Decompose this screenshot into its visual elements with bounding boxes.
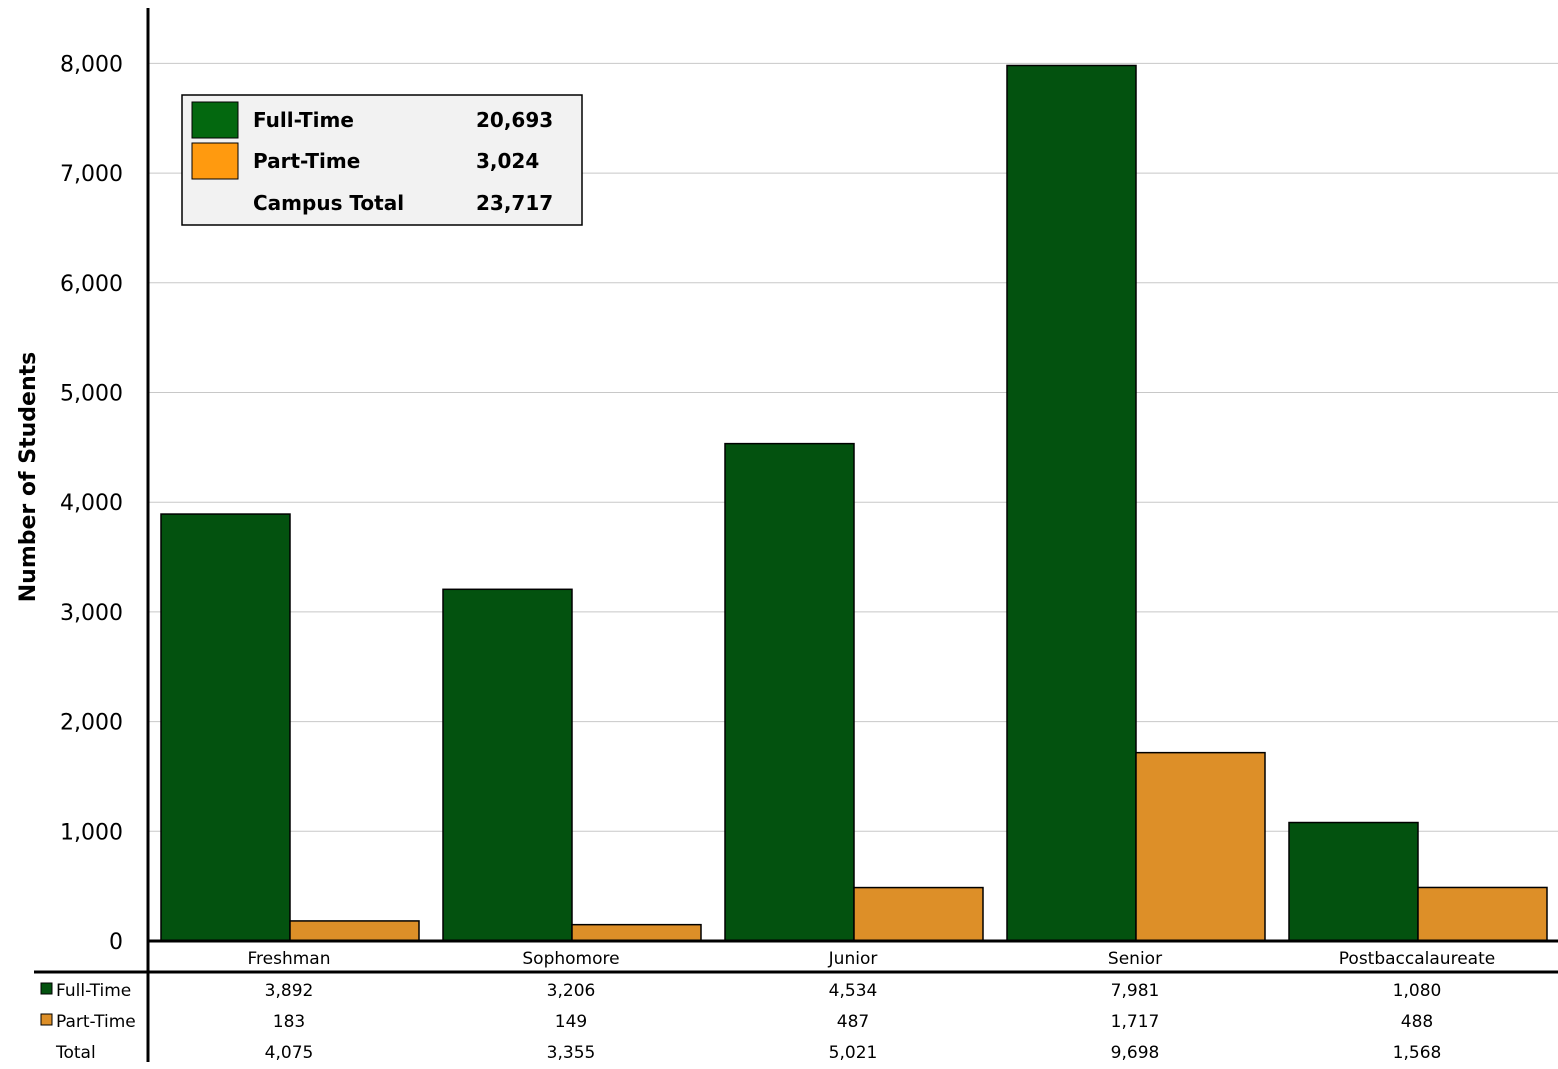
table-cell: 7,981 xyxy=(1111,981,1160,1001)
legend-swatch xyxy=(191,142,239,180)
legend-value: 20,693 xyxy=(476,108,553,132)
y-tick-label: 7,000 xyxy=(60,162,123,187)
y-tick-label: 8,000 xyxy=(60,52,123,77)
legend-swatch xyxy=(191,101,239,139)
table-cell: 488 xyxy=(1401,1012,1433,1032)
table-cell: 1,568 xyxy=(1393,1043,1442,1063)
axes xyxy=(34,8,1558,1062)
table-cell: 4,534 xyxy=(829,981,878,1001)
table-cell: 487 xyxy=(837,1012,869,1032)
table-row-label: Part-Time xyxy=(56,1012,136,1032)
y-tick-label: 4,000 xyxy=(60,491,123,516)
legend-label: Part-Time xyxy=(253,149,360,173)
bar-part-time-senior xyxy=(1135,751,1266,942)
y-tick-labels: 0 1,000 2,000 3,000 4,000 5,000 6,000 7,000 8,00… xyxy=(60,52,123,955)
category-label: Sophomore xyxy=(522,949,619,969)
legend-label: Full-Time xyxy=(253,108,354,132)
category-labels: Freshman Sophomore Junior Senior Postbaccala… xyxy=(248,949,1496,969)
table-row-label: Total xyxy=(55,1043,96,1063)
bar-full-time-freshman xyxy=(160,513,291,942)
bar-full-time-junior xyxy=(724,442,855,942)
table-cell: 3,355 xyxy=(547,1043,596,1063)
table-swatch xyxy=(40,982,53,995)
bar-full-time-senior xyxy=(1006,64,1137,942)
category-label: Senior xyxy=(1108,949,1162,969)
data-table: Full-Time 3,892 3,206 4,534 7,981 1,080 Part-T… xyxy=(40,981,1442,1063)
bar-part-time-sophomore xyxy=(571,923,702,942)
bar-part-time-freshman xyxy=(289,920,420,942)
bars xyxy=(160,64,1548,942)
y-tick-label: 6,000 xyxy=(60,272,123,297)
table-cell: 4,075 xyxy=(265,1043,314,1063)
table-cell: 5,021 xyxy=(829,1043,878,1063)
y-tick-label: 0 xyxy=(109,930,123,955)
table-cell: 3,892 xyxy=(265,981,314,1001)
bar-part-time-junior xyxy=(853,886,984,942)
bar-part-time-postbaccalaureate xyxy=(1417,886,1548,942)
y-tick-label: 1,000 xyxy=(60,820,123,845)
y-tick-label: 3,000 xyxy=(60,601,123,626)
category-label: Junior xyxy=(828,949,878,969)
legend-value: 3,024 xyxy=(476,149,539,173)
table-cell: 3,206 xyxy=(547,981,596,1001)
y-axis-label: Number of Students xyxy=(16,352,41,603)
legend-label: Campus Total xyxy=(253,191,404,215)
bar-full-time-postbaccalaureate xyxy=(1288,821,1419,942)
table-cell: 149 xyxy=(555,1012,587,1032)
category-label: Postbaccalaureate xyxy=(1339,949,1495,969)
y-tick-label: 5,000 xyxy=(60,382,123,407)
table-cell: 1,080 xyxy=(1393,981,1442,1001)
table-swatch xyxy=(40,1013,53,1026)
bar-full-time-sophomore xyxy=(442,588,573,942)
category-label: Freshman xyxy=(248,949,331,969)
table-cell: 9,698 xyxy=(1111,1043,1160,1063)
legend: Full-Time 20,693 Part-Time 3,024 Campus Tota… xyxy=(181,94,583,226)
table-cell: 183 xyxy=(273,1012,305,1032)
table-cell: 1,717 xyxy=(1111,1012,1160,1032)
table-row-label: Full-Time xyxy=(56,981,131,1001)
legend-value: 23,717 xyxy=(476,191,553,215)
y-tick-label: 2,000 xyxy=(60,711,123,736)
legend-box xyxy=(181,94,583,226)
